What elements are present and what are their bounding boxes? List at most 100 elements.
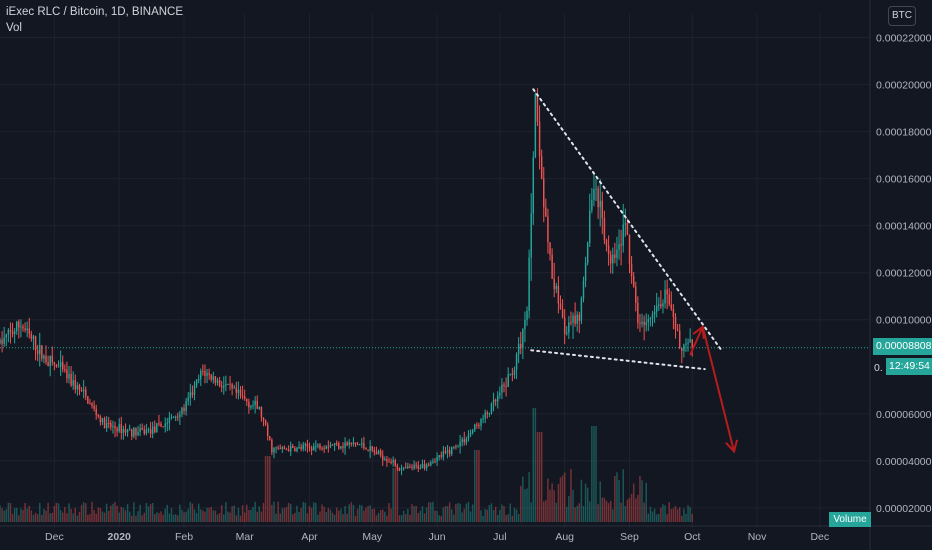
symbol-title[interactable]: iExec RLC / Bitcoin, 1D, BINANCE xyxy=(6,6,184,18)
candle-body xyxy=(241,395,244,397)
candle-body xyxy=(373,450,376,452)
volume-bar xyxy=(15,507,18,522)
candle-body xyxy=(13,330,16,335)
candle-body xyxy=(384,459,386,461)
x-tick-label: Nov xyxy=(748,531,767,543)
volume-bar xyxy=(80,504,83,522)
candle-body xyxy=(128,429,131,431)
volume-bar xyxy=(231,506,233,522)
y-tick-label: 0.00010000 xyxy=(876,315,932,327)
candle-body xyxy=(490,403,493,414)
volume-bar xyxy=(43,508,45,522)
upper-trendline xyxy=(532,88,723,352)
candle-body xyxy=(342,446,344,448)
candle-body xyxy=(570,322,572,324)
candle-body xyxy=(300,447,302,449)
candle-body xyxy=(478,425,480,427)
candle-body xyxy=(402,467,405,469)
volume-bar xyxy=(154,514,156,522)
candle-body xyxy=(379,450,382,456)
candle-body xyxy=(620,244,622,246)
price-axis[interactable]: 0.00022000 0.00020000 0.00018000 0.00016000… xyxy=(876,33,932,515)
candle-body xyxy=(0,339,1,344)
volume-bar xyxy=(160,511,162,522)
volume-bar xyxy=(208,507,210,522)
candle-body xyxy=(442,451,445,457)
volume-bar xyxy=(273,501,275,522)
candle-body xyxy=(338,443,340,449)
candle-body xyxy=(220,385,223,388)
candle-body xyxy=(392,460,394,463)
x-tick-label: Sep xyxy=(620,531,639,543)
volume-bar xyxy=(620,502,622,522)
volume-bar xyxy=(141,515,143,522)
volume-bar xyxy=(398,515,401,522)
volume-bar xyxy=(348,504,350,522)
x-tick-label: Dec xyxy=(810,531,829,543)
volume-bar xyxy=(584,483,587,522)
volume-bar xyxy=(120,506,123,522)
volume-bar xyxy=(304,502,307,522)
candle-body xyxy=(1,339,3,344)
volume-bar xyxy=(557,484,560,522)
volume-bar xyxy=(607,503,610,522)
candle-body xyxy=(248,401,250,408)
candle-body xyxy=(469,433,472,435)
volume-bar xyxy=(574,507,576,522)
y-tick-label: 0.00002000 xyxy=(876,503,932,515)
currency-button[interactable]: BTC xyxy=(888,6,916,26)
volume-bar xyxy=(285,506,288,522)
candle-body xyxy=(476,424,478,426)
volume-bar xyxy=(626,499,629,522)
volume-bar xyxy=(662,504,664,522)
candle-body xyxy=(367,449,369,452)
candle-body xyxy=(394,460,396,466)
candle-body xyxy=(283,447,286,450)
volume-bar xyxy=(114,501,116,522)
volume-bar xyxy=(647,513,650,522)
candle-body xyxy=(407,466,409,469)
volume-bar xyxy=(218,513,221,522)
candle-body xyxy=(586,243,589,263)
candle-body xyxy=(296,447,298,452)
candle-body xyxy=(601,200,604,218)
volume-bar xyxy=(526,488,528,522)
candle-body xyxy=(47,362,49,367)
candle-body xyxy=(26,328,28,331)
candle-body xyxy=(641,321,643,324)
candle-body xyxy=(545,207,547,217)
candle-body xyxy=(616,249,618,258)
volume-bar xyxy=(616,472,618,522)
candle-body xyxy=(36,350,39,355)
volume-bar xyxy=(555,502,558,522)
candle-body xyxy=(281,447,284,449)
candle-body xyxy=(605,240,608,246)
volume-bar xyxy=(220,505,223,522)
candle-body xyxy=(543,178,545,208)
volume-bar xyxy=(566,506,568,522)
time-axis[interactable]: Dec 2020 Feb Mar Apr May Jun Jul Aug Sep Oct Nov Dec xyxy=(45,531,829,543)
volume-bar xyxy=(609,500,612,522)
candle-body xyxy=(266,424,269,437)
volume-bar xyxy=(32,514,35,522)
volume-bar xyxy=(235,515,238,522)
volume-bar xyxy=(110,505,112,522)
candle-body xyxy=(147,429,150,431)
countdown-prefix: 0. xyxy=(874,362,883,374)
x-tick-label: Mar xyxy=(236,531,255,543)
volume-bar xyxy=(658,513,660,522)
candle-body xyxy=(254,400,256,406)
candle-body xyxy=(214,376,217,383)
bar-countdown-tag: 12:49:54 xyxy=(886,358,932,375)
candle-body xyxy=(574,315,576,324)
candle-body xyxy=(390,461,392,463)
volume-bar xyxy=(53,505,56,522)
volume-bar xyxy=(515,509,518,522)
candle-body xyxy=(340,446,342,449)
volume-legend-label[interactable]: Vol xyxy=(6,22,22,34)
candle-body xyxy=(664,289,666,304)
candle-body xyxy=(24,328,26,331)
candle-body xyxy=(419,467,422,469)
candle-body xyxy=(668,294,670,305)
